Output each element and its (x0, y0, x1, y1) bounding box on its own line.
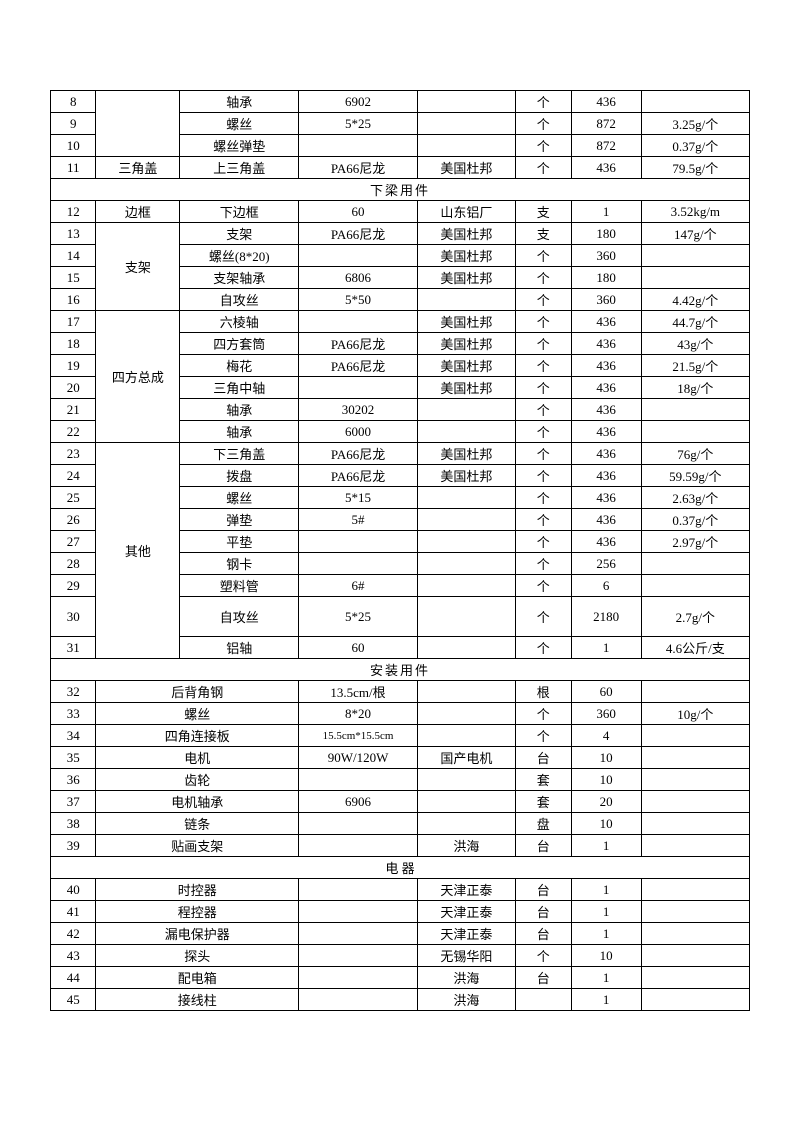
table-row: 42 漏电保护器 天津正泰 台 1 (51, 923, 750, 945)
page-container: 8 轴承 6902 个 436 9 螺丝 5*25 个 872 3.25g/个 … (0, 0, 800, 1051)
cell-spec: 6902 (299, 91, 418, 113)
table-row: 11 三角盖 上三角盖 PA66尼龙 美国杜邦 个 436 79.5g/个 (51, 157, 750, 179)
table-row: 45 接线柱 洪海 1 (51, 989, 750, 1011)
cell-name: 轴承 (180, 91, 299, 113)
table-row: 33 螺丝 8*20 个 360 10g/个 (51, 703, 750, 725)
table-row: 12 边框 下边框 60 山东铝厂 支 1 3.52kg/m (51, 201, 750, 223)
table-row: 13 支架 支架 PA66尼龙 美国杜邦 支 180 147g/个 (51, 223, 750, 245)
cell-src (417, 91, 515, 113)
table-row: 44 配电箱 洪海 台 1 (51, 967, 750, 989)
table-row: 35 电机 90W/120W 国产电机 台 10 (51, 747, 750, 769)
table-row: 40 时控器 天津正泰 台 1 (51, 879, 750, 901)
section-header: 下梁用件 (51, 179, 750, 201)
table-row: 36 齿轮 套 10 (51, 769, 750, 791)
cell-num: 8 (51, 91, 96, 113)
cell-wt (641, 91, 749, 113)
section-title: 安装用件 (51, 659, 750, 681)
table-row: 41 程控器 天津正泰 台 1 (51, 901, 750, 923)
table-row: 37 电机轴承 6906 套 20 (51, 791, 750, 813)
table-row: 17 四方总成 六棱轴 美国杜邦 个 436 44.7g/个 (51, 311, 750, 333)
cell-group: 其他 (96, 443, 180, 659)
table-row: 38 链条 盘 10 (51, 813, 750, 835)
cell-group: 支架 (96, 223, 180, 311)
table-row: 43 探头 无锡华阳 个 10 (51, 945, 750, 967)
cell-group (96, 91, 180, 157)
table-row: 23 其他 下三角盖 PA66尼龙 美国杜邦 个 436 76g/个 (51, 443, 750, 465)
section-title: 下梁用件 (51, 179, 750, 201)
parts-table: 8 轴承 6902 个 436 9 螺丝 5*25 个 872 3.25g/个 … (50, 90, 750, 1011)
section-title: 电 器 (51, 857, 750, 879)
cell-group: 四方总成 (96, 311, 180, 443)
table-row: 32 后背角钢 13.5cm/根 根 60 (51, 681, 750, 703)
section-header: 电 器 (51, 857, 750, 879)
table-row: 34 四角连接板 15.5cm*15.5cm 个 4 (51, 725, 750, 747)
section-header: 安装用件 (51, 659, 750, 681)
table-row: 8 轴承 6902 个 436 (51, 91, 750, 113)
cell-qty: 436 (571, 91, 641, 113)
cell-unit: 个 (515, 91, 571, 113)
table-row: 39 贴画支架 洪海 台 1 (51, 835, 750, 857)
